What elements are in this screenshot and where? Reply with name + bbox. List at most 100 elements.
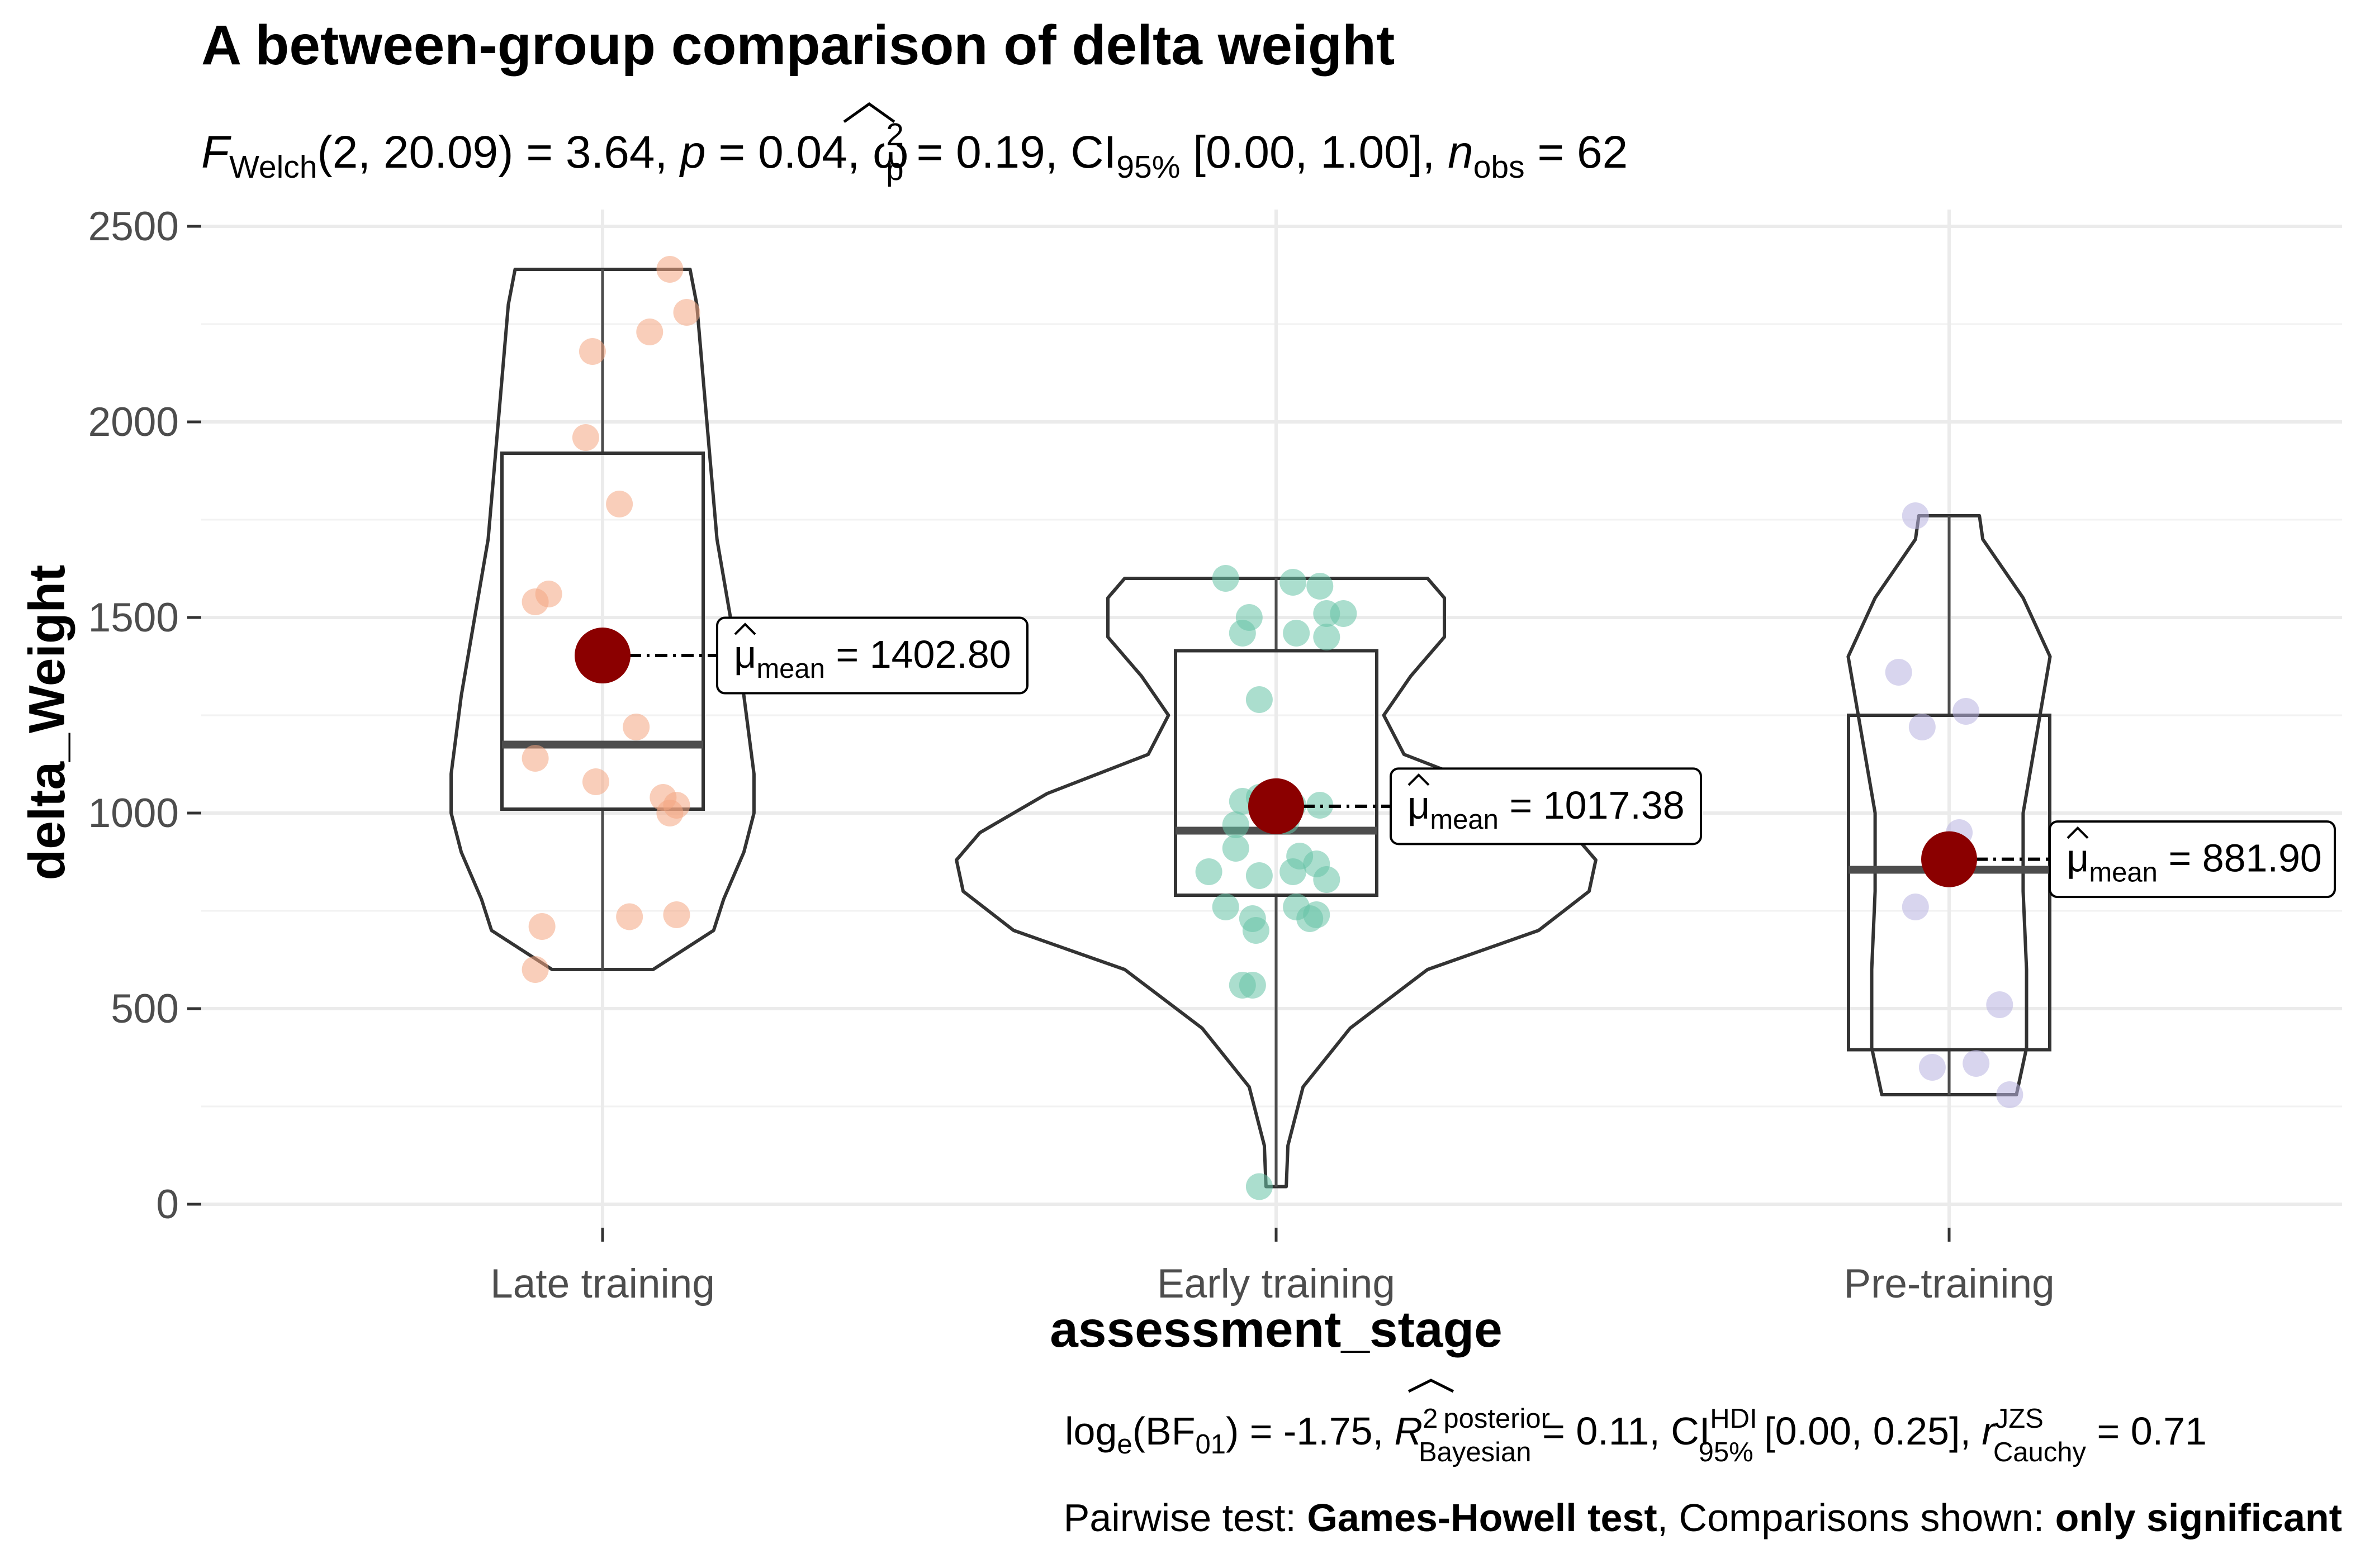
chart-subtitle: FWelch(2, 20.09) = 3.64, p = 0.04, ω2 p =… bbox=[201, 117, 1628, 187]
mean-value: = 881.90 bbox=[2158, 837, 2322, 880]
data-point bbox=[1212, 894, 1239, 920]
omega-hat-mark bbox=[843, 102, 895, 123]
y-tick-label: 2500 bbox=[88, 204, 179, 249]
data-point bbox=[1222, 811, 1249, 838]
data-point bbox=[1313, 624, 1340, 650]
x-tick-label: Pre-training bbox=[1843, 1261, 2054, 1306]
r2-subscript: Bayesian bbox=[1419, 1437, 1532, 1467]
n-subscript: obs bbox=[1473, 149, 1525, 185]
data-point bbox=[656, 256, 684, 283]
data-point bbox=[1245, 686, 1273, 713]
n-value: = 62 bbox=[1525, 127, 1628, 178]
ci-subscript: 95% bbox=[1116, 149, 1180, 185]
rc-superscript: JZS bbox=[1995, 1404, 2044, 1434]
rc-subscript: Cauchy bbox=[1993, 1437, 2087, 1467]
group-early-training: μmean = 1017.38 bbox=[955, 565, 1702, 1200]
violin bbox=[955, 577, 1598, 1189]
omega-value: = 0.19, CI bbox=[904, 127, 1117, 178]
data-point bbox=[579, 338, 606, 365]
rc-symbol: r bbox=[1982, 1409, 1996, 1453]
bayes-caption: loge(BF01) = -1.75, R2 posterior Bayesian … bbox=[1065, 1404, 2207, 1467]
data-point bbox=[1313, 866, 1340, 893]
data-point bbox=[656, 800, 684, 826]
data-point bbox=[582, 768, 609, 795]
mean-symbol: μ bbox=[734, 633, 756, 676]
bf-mid: (BF bbox=[1132, 1409, 1196, 1453]
y-axis: 0 500 1000 1500 2000 2500 bbox=[88, 204, 201, 1227]
mean-point bbox=[1921, 831, 1977, 887]
mean-hat-mark bbox=[2067, 826, 2089, 839]
box bbox=[500, 452, 705, 811]
data-point bbox=[522, 745, 549, 772]
r2-symbol: R bbox=[1395, 1409, 1423, 1453]
data-point bbox=[623, 714, 650, 740]
omega-subscript: p bbox=[886, 151, 904, 187]
mean-symbol: μ bbox=[2067, 837, 2089, 880]
mean-subscript: mean bbox=[2089, 858, 2158, 888]
data-point bbox=[1212, 565, 1239, 592]
data-point bbox=[522, 956, 549, 983]
data-point bbox=[1963, 1050, 1990, 1077]
data-point bbox=[1902, 502, 1929, 529]
mean-symbol: μ bbox=[1407, 783, 1430, 827]
mean-label-box bbox=[2049, 820, 2336, 899]
data-point bbox=[1239, 972, 1266, 999]
group-pre-training: μmean = 881.90 bbox=[1846, 502, 2336, 1108]
bf-log: log bbox=[1065, 1409, 1117, 1453]
data-point bbox=[1229, 620, 1256, 647]
data-point bbox=[1296, 905, 1324, 932]
data-point bbox=[1306, 792, 1334, 819]
pairwise-test-name: Games-Howell test bbox=[1307, 1496, 1657, 1540]
mean-point bbox=[575, 628, 631, 684]
p-symbol: p bbox=[679, 127, 706, 178]
omega-symbol: ω bbox=[873, 127, 908, 178]
data-point bbox=[1279, 569, 1307, 596]
y-tick-label: 1000 bbox=[88, 791, 179, 836]
r2-value: = 0.11, CI bbox=[1532, 1409, 1710, 1453]
mean-hat-mark bbox=[734, 623, 756, 635]
data-point bbox=[1952, 698, 1980, 725]
mean-label: μmean = 1402.80 bbox=[734, 633, 1011, 684]
bf-01-subscript: 01 bbox=[1195, 1429, 1226, 1460]
data-point bbox=[1283, 620, 1310, 647]
mean-label: μmean = 1017.38 bbox=[1407, 783, 1685, 835]
gridlines bbox=[201, 210, 2342, 1228]
y-tick-label: 500 bbox=[111, 986, 179, 1032]
hdi-value: [0.00, 0.25], bbox=[1753, 1409, 1982, 1453]
data-point bbox=[1918, 1054, 1946, 1081]
mean-subscript: mean bbox=[756, 654, 825, 684]
omega-superscript: 2 bbox=[886, 117, 904, 153]
data-point bbox=[1885, 659, 1912, 686]
x-axis: Late training Early training Pre-training bbox=[490, 1228, 2055, 1306]
pairwise-prefix: Pairwise test: bbox=[1064, 1496, 1307, 1540]
data-point bbox=[1222, 835, 1249, 862]
data-point bbox=[1279, 858, 1307, 885]
data-point bbox=[1908, 714, 1936, 740]
data-point bbox=[663, 901, 690, 928]
ci-value: [0.00, 1.00], bbox=[1180, 127, 1448, 178]
hdi-subscript: 95% bbox=[1699, 1437, 1753, 1467]
data-point bbox=[1195, 858, 1222, 885]
r2-superscript: 2 bbox=[1423, 1404, 1438, 1434]
mean-hat-mark bbox=[1407, 773, 1430, 786]
mean-point bbox=[1248, 778, 1304, 834]
data-point bbox=[1306, 573, 1334, 600]
rc-value: = 0.71 bbox=[2086, 1409, 2207, 1453]
f-subscript: Welch bbox=[229, 149, 317, 185]
data-point bbox=[636, 319, 663, 345]
bf-value: ) = -1.75, bbox=[1226, 1409, 1395, 1453]
violin bbox=[449, 268, 756, 971]
mean-label-box bbox=[716, 616, 1029, 695]
x-axis-title: assessment_stage bbox=[1050, 1301, 1502, 1358]
r2-hat-mark bbox=[1407, 1379, 1454, 1393]
bf-e-subscript: e bbox=[1117, 1429, 1132, 1460]
f-args: (2, 20.09) = 3.64, bbox=[317, 127, 680, 178]
data-point bbox=[673, 299, 700, 326]
mean-label-box bbox=[1390, 767, 1702, 845]
data-point bbox=[1245, 1173, 1273, 1200]
data-point bbox=[528, 913, 556, 940]
hdi-superscript: HDI bbox=[1710, 1404, 1757, 1434]
pairwise-shown: only significant bbox=[2055, 1496, 2342, 1540]
data-point bbox=[572, 424, 599, 451]
